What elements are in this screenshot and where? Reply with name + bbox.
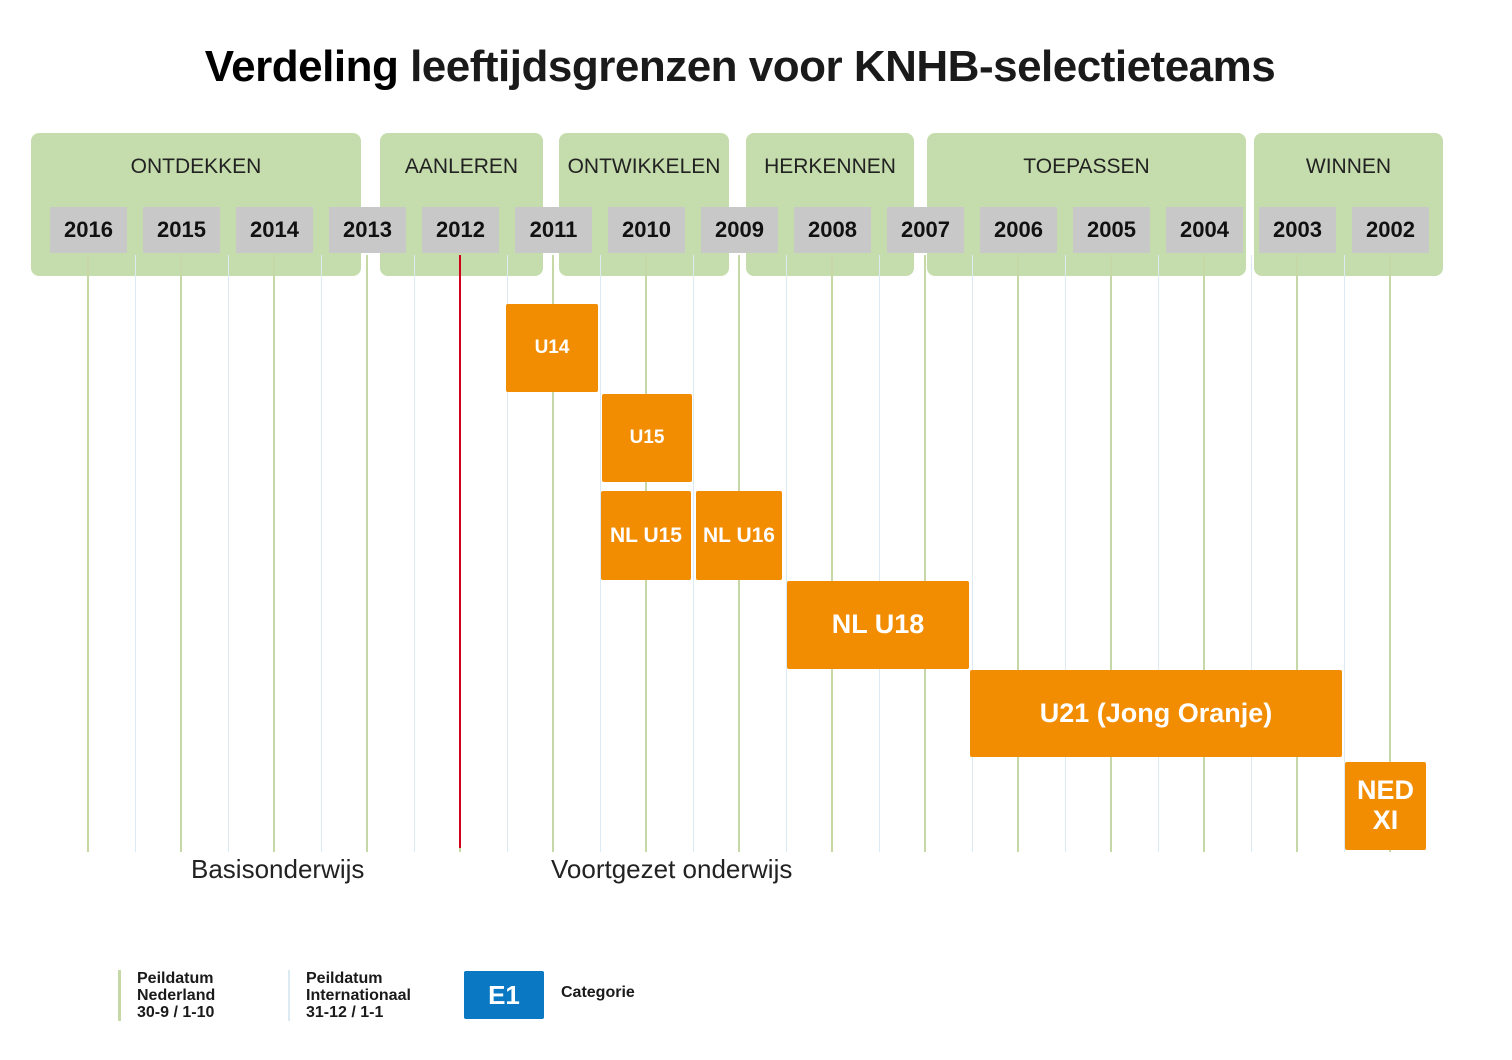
year-line-2002 — [1389, 255, 1391, 852]
year-line-2015 — [180, 255, 182, 852]
school-primary: Basisonderwijs — [191, 854, 365, 884]
international-cutoff-line — [1157, 255, 1159, 852]
year-line-2016 — [87, 255, 89, 852]
year-line-2004 — [1203, 255, 1205, 852]
legend-int-line3: 31-12 / 1-1 — [306, 1004, 384, 1021]
year-line-2014 — [273, 255, 275, 852]
legend-peildatum-int: Peildatum Internationaal 31-12 / 1-1 — [288, 970, 411, 1021]
legend-int-line1: Peildatum — [306, 970, 383, 987]
international-cutoff-line — [785, 255, 787, 852]
year-2004: 2004 — [1166, 207, 1243, 253]
year-2010: 2010 — [608, 207, 685, 253]
year-line-2003 — [1296, 255, 1298, 852]
legend-peildatum-nl: Peildatum Nederland 30-9 / 1-10 — [118, 970, 215, 1021]
international-cutoff-line — [878, 255, 880, 852]
phase-aanleren: AANLEREN — [380, 133, 543, 276]
year-line-2005 — [1110, 255, 1112, 852]
year-2007: 2007 — [887, 207, 964, 253]
legend-nl-line2: Nederland — [137, 987, 216, 1004]
international-cutoff-line — [692, 255, 694, 852]
international-cutoff-line — [1343, 255, 1345, 852]
current-cutoff-line — [459, 255, 461, 848]
year-2003: 2003 — [1259, 207, 1336, 253]
year-line-2008 — [831, 255, 833, 852]
title-rest: leeftijdsgrenzen voor KNHB-selectieteams — [410, 42, 1276, 91]
international-cutoff-line — [1250, 255, 1252, 852]
year-2008: 2008 — [794, 207, 871, 253]
team-u14: U14 — [506, 304, 598, 392]
international-cutoff-line — [599, 255, 601, 852]
year-2005: 2005 — [1073, 207, 1150, 253]
year-2011: 2011 — [515, 207, 592, 253]
team-ned-xi: NED XI — [1345, 762, 1426, 850]
international-cutoff-line — [413, 255, 415, 852]
phase-ontdekken: ONTDEKKEN — [31, 133, 361, 276]
team-u21: U21 (Jong Oranje) — [970, 670, 1342, 757]
team-nl-u16: NL U16 — [696, 491, 782, 580]
year-2009: 2009 — [701, 207, 778, 253]
year-2002: 2002 — [1352, 207, 1429, 253]
year-2014: 2014 — [236, 207, 313, 253]
international-cutoff-line — [1064, 255, 1066, 852]
year-2013: 2013 — [329, 207, 406, 253]
title-first: Verdeling — [204, 42, 399, 91]
year-2015: 2015 — [143, 207, 220, 253]
international-cutoff-line — [134, 255, 136, 852]
international-cutoff-line — [506, 255, 508, 852]
legend-nl-line3: 30-9 / 1-10 — [137, 1004, 215, 1021]
phase-winnen: WINNEN — [1254, 133, 1443, 276]
phase-herkennen: HERKENNEN — [746, 133, 914, 276]
international-cutoff-line — [320, 255, 322, 852]
page-title: Verdeling leeftijdsgrenzen voor KNHB-sel… — [0, 42, 1480, 92]
year-line-2011 — [552, 255, 554, 852]
international-cutoff-line — [971, 255, 973, 852]
phase-ontwikkelen: ONTWIKKELEN — [559, 133, 729, 276]
year-2016: 2016 — [50, 207, 127, 253]
team-u15: U15 — [602, 394, 692, 482]
international-cutoff-line — [227, 255, 229, 852]
year-line-2007 — [924, 255, 926, 852]
team-nl-u15: NL U15 — [601, 491, 691, 580]
year-line-2013 — [366, 255, 368, 852]
team-nl-u18: NL U18 — [787, 581, 969, 669]
year-2012: 2012 — [422, 207, 499, 253]
category-badge: E1 — [464, 971, 544, 1019]
year-line-2006 — [1017, 255, 1019, 852]
legend-int-line2: Internationaal — [306, 987, 411, 1004]
category-label: Categorie — [561, 984, 635, 1001]
phase-toepassen: TOEPASSEN — [927, 133, 1246, 276]
year-2006: 2006 — [980, 207, 1057, 253]
legend-nl-line1: Peildatum — [137, 970, 214, 987]
school-secondary: Voortgezet onderwijs — [551, 854, 793, 884]
